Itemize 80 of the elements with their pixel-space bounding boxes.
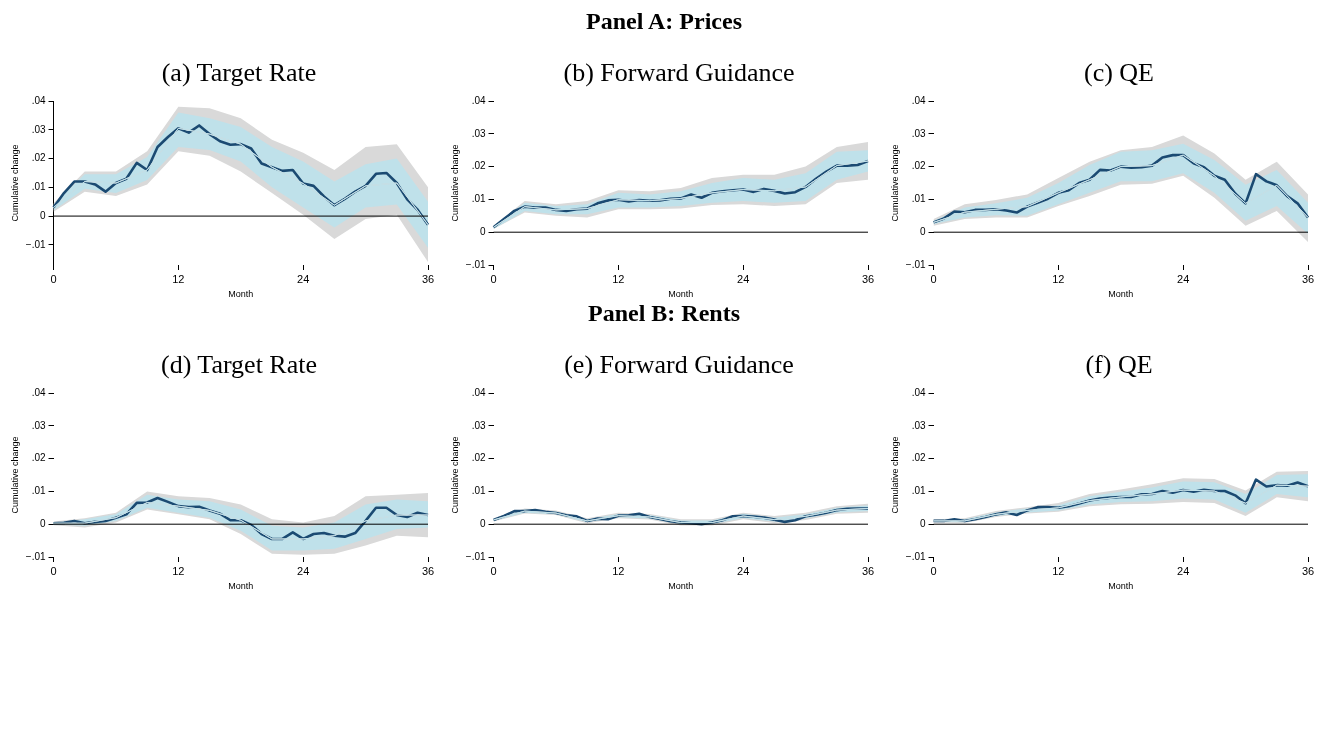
x-tick-label: 0 [50,564,57,577]
x-tick-label: 0 [490,272,497,285]
y-tick-label: .02 [471,160,486,172]
y-tick-label: 0 [479,225,486,237]
y-tick-label: .02 [31,152,46,164]
y-tick-label: .01 [911,485,926,497]
y-tick-label: −.01 [465,258,486,270]
chart-subtitle: Panel A: Prices [585,8,743,36]
x-tick-label: 24 [297,272,310,285]
y-tick-label: .03 [31,123,46,135]
y-axis-title: Cumulative change [449,436,460,514]
y-tick-label: .03 [471,127,486,139]
y-axis-title: Cumulative change [9,436,20,514]
x-tick-label: 0 [50,272,57,285]
y-axis-title: Cumulative change [889,436,900,514]
y-tick-label: −.01 [905,258,926,270]
y-tick-label: .04 [911,386,926,398]
x-tick-label: 36 [861,564,875,577]
y-tick-label: .01 [471,193,486,205]
x-tick-label: 36 [421,272,435,285]
y-tick-label: .03 [471,419,486,431]
y-tick-label: .02 [31,452,46,464]
y-tick-label: .03 [911,127,926,139]
x-tick-label: 12 [1052,564,1065,577]
x-tick-label: 24 [297,564,310,577]
x-tick-label: 12 [172,272,185,285]
x-axis-title: Month [1108,289,1134,300]
y-tick-label: .02 [911,452,926,464]
chart-title: (a) Target Rate [160,58,318,89]
y-tick-label: .01 [31,181,46,193]
y-tick-label: .01 [31,485,46,497]
y-tick-label: 0 [39,517,46,529]
x-tick-label: 24 [1177,272,1190,285]
y-tick-label: .01 [471,485,486,497]
y-tick-label: 0 [919,225,926,237]
x-axis-title: Month [228,581,254,592]
x-axis-title: Month [668,581,694,592]
y-tick-label: .03 [31,419,46,431]
x-tick-label: 0 [490,564,497,577]
x-tick-label: 24 [1177,564,1190,577]
x-tick-label: 0 [930,272,937,285]
chart-title: (c) QE [1083,58,1155,89]
y-tick-label: 0 [39,209,46,221]
y-tick-label: 0 [479,517,486,529]
y-tick-label: −.01 [25,238,46,250]
x-tick-label: 12 [612,272,625,285]
y-axis-title: Cumulative change [889,144,900,222]
chart-subtitle: Panel B: Rents [587,300,741,328]
x-tick-label: 36 [1301,272,1315,285]
x-tick-label: 24 [737,272,750,285]
y-tick-label: .02 [911,160,926,172]
y-tick-label: .03 [911,419,926,431]
x-tick-label: 12 [1052,272,1065,285]
chart-title: (e) Forward Guidance [563,350,795,381]
y-tick-label: .01 [911,193,926,205]
chart-title: (b) Forward Guidance [562,58,796,89]
x-axis-title: Month [1108,581,1134,592]
x-tick-label: 12 [612,564,625,577]
x-tick-label: 36 [861,272,875,285]
y-tick-label: .04 [471,386,486,398]
x-tick-label: 36 [1301,564,1315,577]
y-tick-label: 0 [919,517,926,529]
y-tick-label: .04 [911,94,926,106]
y-tick-label: −.01 [905,550,926,562]
chart-title: (d) Target Rate [159,350,319,381]
x-axis-title: Month [228,289,254,300]
y-tick-label: .04 [471,94,486,106]
x-tick-label: 36 [421,564,435,577]
y-axis-title: Cumulative change [9,144,20,222]
chart-title: (f) QE [1084,350,1154,381]
y-tick-label: .02 [471,452,486,464]
y-tick-label: −.01 [465,550,486,562]
x-tick-label: 24 [737,564,750,577]
x-tick-label: 12 [172,564,185,577]
x-axis-title: Month [668,289,694,300]
y-tick-label: .04 [31,94,46,106]
y-axis-title: Cumulative change [449,144,460,222]
y-tick-label: −.01 [25,550,46,562]
y-tick-label: .04 [31,386,46,398]
x-tick-label: 0 [930,564,937,577]
